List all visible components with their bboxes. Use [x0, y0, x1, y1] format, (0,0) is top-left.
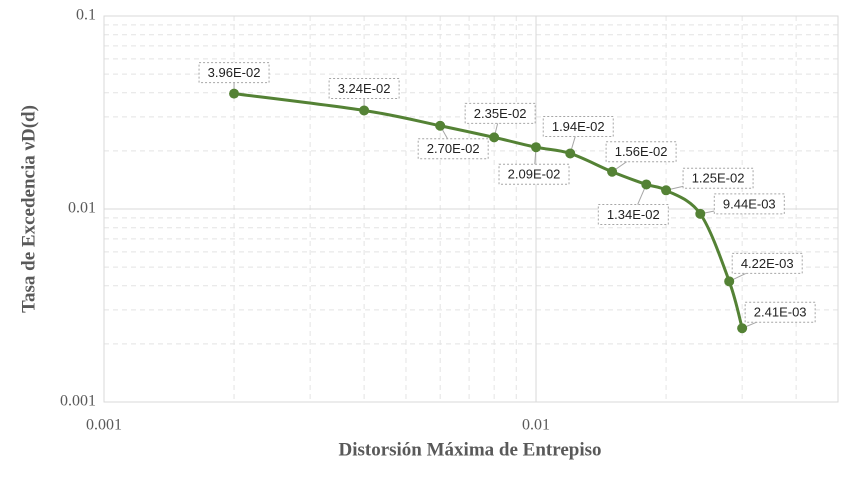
data-point [641, 179, 652, 190]
data-label: 4.22E-03 [741, 256, 794, 271]
data-label: 1.25E-02 [692, 171, 745, 186]
data-label: 9.44E-03 [723, 196, 776, 211]
data-point [229, 88, 240, 99]
label-box [713, 193, 785, 215]
label-box [198, 62, 270, 84]
data-point [531, 142, 542, 153]
label-box [498, 163, 570, 185]
y-tick-label: 0.1 [76, 7, 96, 24]
data-label: 2.35E-02 [474, 106, 527, 121]
data-point [737, 323, 748, 334]
label-box [597, 203, 669, 225]
data-point [489, 132, 500, 143]
y-tick-label: 0.01 [68, 200, 96, 217]
data-point [607, 166, 618, 177]
x-axis-title: Distorsión Máxima de Entrepiso [338, 439, 601, 460]
y-tick-label: 0.001 [60, 393, 96, 410]
data-label: 2.70E-02 [427, 141, 480, 156]
data-label: 2.41E-03 [754, 305, 807, 320]
data-point [695, 208, 706, 219]
data-label: 1.94E-02 [552, 119, 605, 134]
label-box [542, 115, 614, 137]
data-label: 2.09E-02 [508, 167, 561, 182]
data-point [724, 276, 735, 287]
data-point [435, 120, 446, 131]
label-box [744, 301, 816, 323]
y-axis-title: Tasa de Excedencia νD(d) [18, 105, 39, 313]
data-point [359, 105, 370, 116]
label-box [328, 77, 400, 99]
label-box [682, 167, 754, 189]
x-tick-label: 0.001 [86, 417, 122, 434]
data-label: 1.56E-02 [615, 144, 668, 159]
data-label: 1.34E-02 [607, 207, 660, 222]
x-tick-label: 0.01 [522, 417, 550, 434]
label-box [417, 138, 489, 160]
data-label: 3.24E-02 [338, 81, 391, 96]
label-box [605, 141, 677, 163]
label-box [731, 252, 803, 274]
label-box [464, 102, 536, 124]
data-point [565, 148, 576, 159]
data-label: 3.96E-02 [208, 65, 261, 80]
data-point [661, 185, 672, 196]
